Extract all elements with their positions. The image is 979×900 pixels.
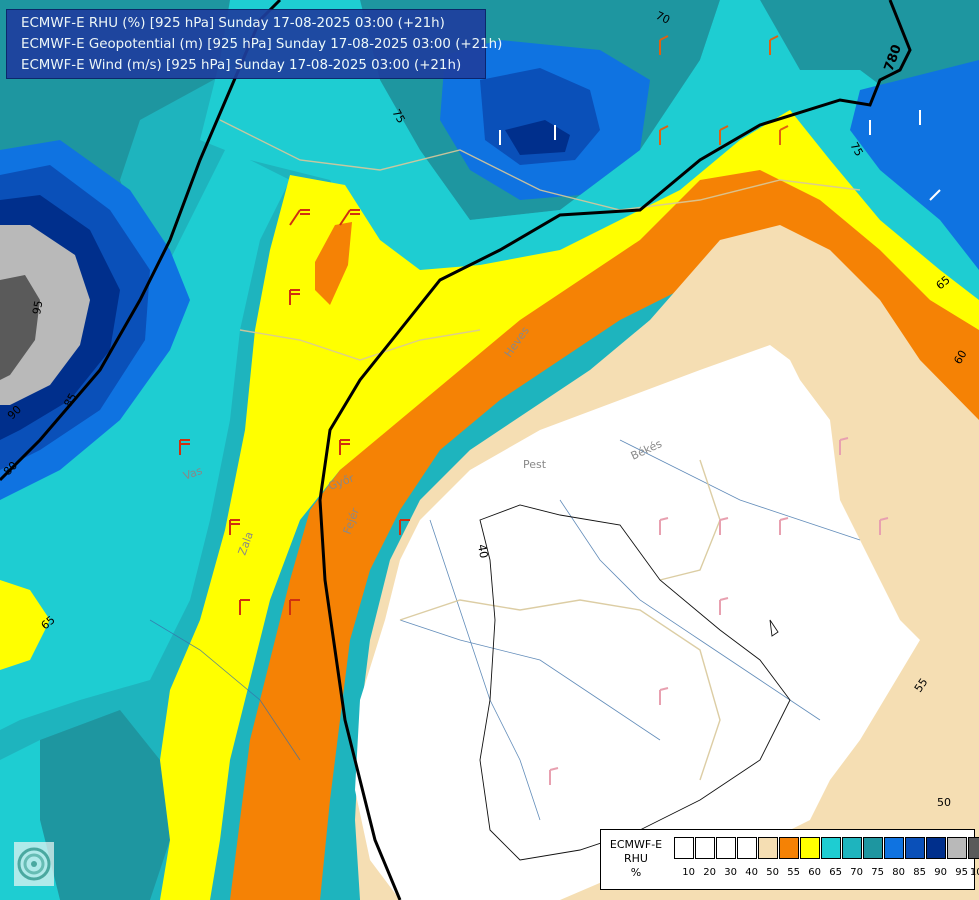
rhu-contours xyxy=(479,504,791,861)
geopotential-contour-east xyxy=(318,0,912,900)
legend-swatch xyxy=(674,837,694,859)
rhu-fill-60 xyxy=(160,110,979,900)
legend-swatch xyxy=(821,837,841,859)
legend-swatch xyxy=(695,837,715,859)
legend-swatch xyxy=(905,837,925,859)
contour-label: 85 xyxy=(61,391,79,410)
legend-swatch xyxy=(716,837,736,859)
legend-tick-label: 80 xyxy=(892,867,905,878)
rhu-fill-55 xyxy=(230,170,979,900)
title-rhu: ECMWF-E RHU (%) [925 hPa] Sunday 17-08-2… xyxy=(21,16,445,31)
legend-ticks: 10 20 30 40 50 55 60 65 70 75 80 85 90 95100 xyxy=(674,867,979,878)
legend-swatch xyxy=(800,837,820,859)
rhu-fill-75-sw xyxy=(40,710,170,900)
rhu-fill-55-pocket xyxy=(315,222,352,305)
legend-unit: % xyxy=(630,866,642,879)
legend-tick-label: 85 xyxy=(913,867,926,878)
legend-tick-label: 30 xyxy=(724,867,737,878)
legend-swatch xyxy=(926,837,946,859)
contour-label: 75 xyxy=(847,140,865,159)
contour-label: 95 xyxy=(30,299,45,315)
legend-tick-label: 50 xyxy=(766,867,779,878)
borders xyxy=(219,119,861,781)
title-wind: ECMWF-E Wind (m/s) [925 hPa] Sunday 17-0… xyxy=(21,58,462,73)
title-panel: ECMWF-E RHU (%) [925 hPa] Sunday 17-08-2… xyxy=(6,9,502,79)
contour-label: 60 xyxy=(951,348,969,367)
legend-swatch xyxy=(863,837,883,859)
rhu-fill-60-sw xyxy=(0,580,50,670)
legend-variable: RHU xyxy=(624,852,648,865)
legend-tick-label: 90 xyxy=(934,867,947,878)
contour-label: 70 xyxy=(654,9,672,27)
legend-swatch xyxy=(947,837,967,859)
title-geopotential: ECMWF-E Geopotential (m) [925 hPa] Sunda… xyxy=(21,37,503,52)
rhu-fill-lt50 xyxy=(355,345,920,900)
rivers xyxy=(149,439,861,821)
legend-model: ECMWF-E xyxy=(609,838,663,851)
legend: ECMWF-E RHU % 10 20 30 40 50 55 60 65 70 75 80 85 90… xyxy=(600,829,979,890)
wind-barbs xyxy=(179,35,941,785)
rhu-fill-70-central xyxy=(200,0,979,320)
legend-tick-label: 20 xyxy=(703,867,716,878)
legend-tick-label: 55 xyxy=(787,867,800,878)
legend-swatch xyxy=(884,837,904,859)
legend-swatch xyxy=(758,837,778,859)
legend-tick-label: 40 xyxy=(745,867,758,878)
legend-swatch xyxy=(842,837,862,859)
legend-swatch xyxy=(779,837,799,859)
place-label: Vas xyxy=(182,464,205,483)
rhu-fill-95-west xyxy=(0,225,90,405)
legend-tick-label: 10 xyxy=(682,867,695,878)
contour-label: 40 xyxy=(475,543,490,559)
legend-swatches xyxy=(674,837,979,859)
contour-label: 75 xyxy=(389,107,407,126)
rhu-fill-70-west xyxy=(0,120,290,730)
legend-tick-label: 70 xyxy=(850,867,863,878)
place-label: Pest xyxy=(523,458,547,471)
legend-tick-label: 95 xyxy=(955,867,968,878)
rhu-fill-80-ne xyxy=(850,60,979,270)
legend-tick-label: 100 xyxy=(969,867,979,878)
contour-label: 50 xyxy=(937,796,951,809)
rhu-fill-85-north xyxy=(480,68,600,165)
legend-tick-label: 75 xyxy=(871,867,884,878)
rhu-fill-100-west xyxy=(0,275,40,380)
legend-swatch xyxy=(737,837,757,859)
legend-swatch xyxy=(968,837,979,859)
rhu-fill-90-north xyxy=(505,120,570,155)
legend-tick-label: 60 xyxy=(808,867,821,878)
legend-tick-label: 65 xyxy=(829,867,842,878)
logo-icon xyxy=(14,842,54,886)
